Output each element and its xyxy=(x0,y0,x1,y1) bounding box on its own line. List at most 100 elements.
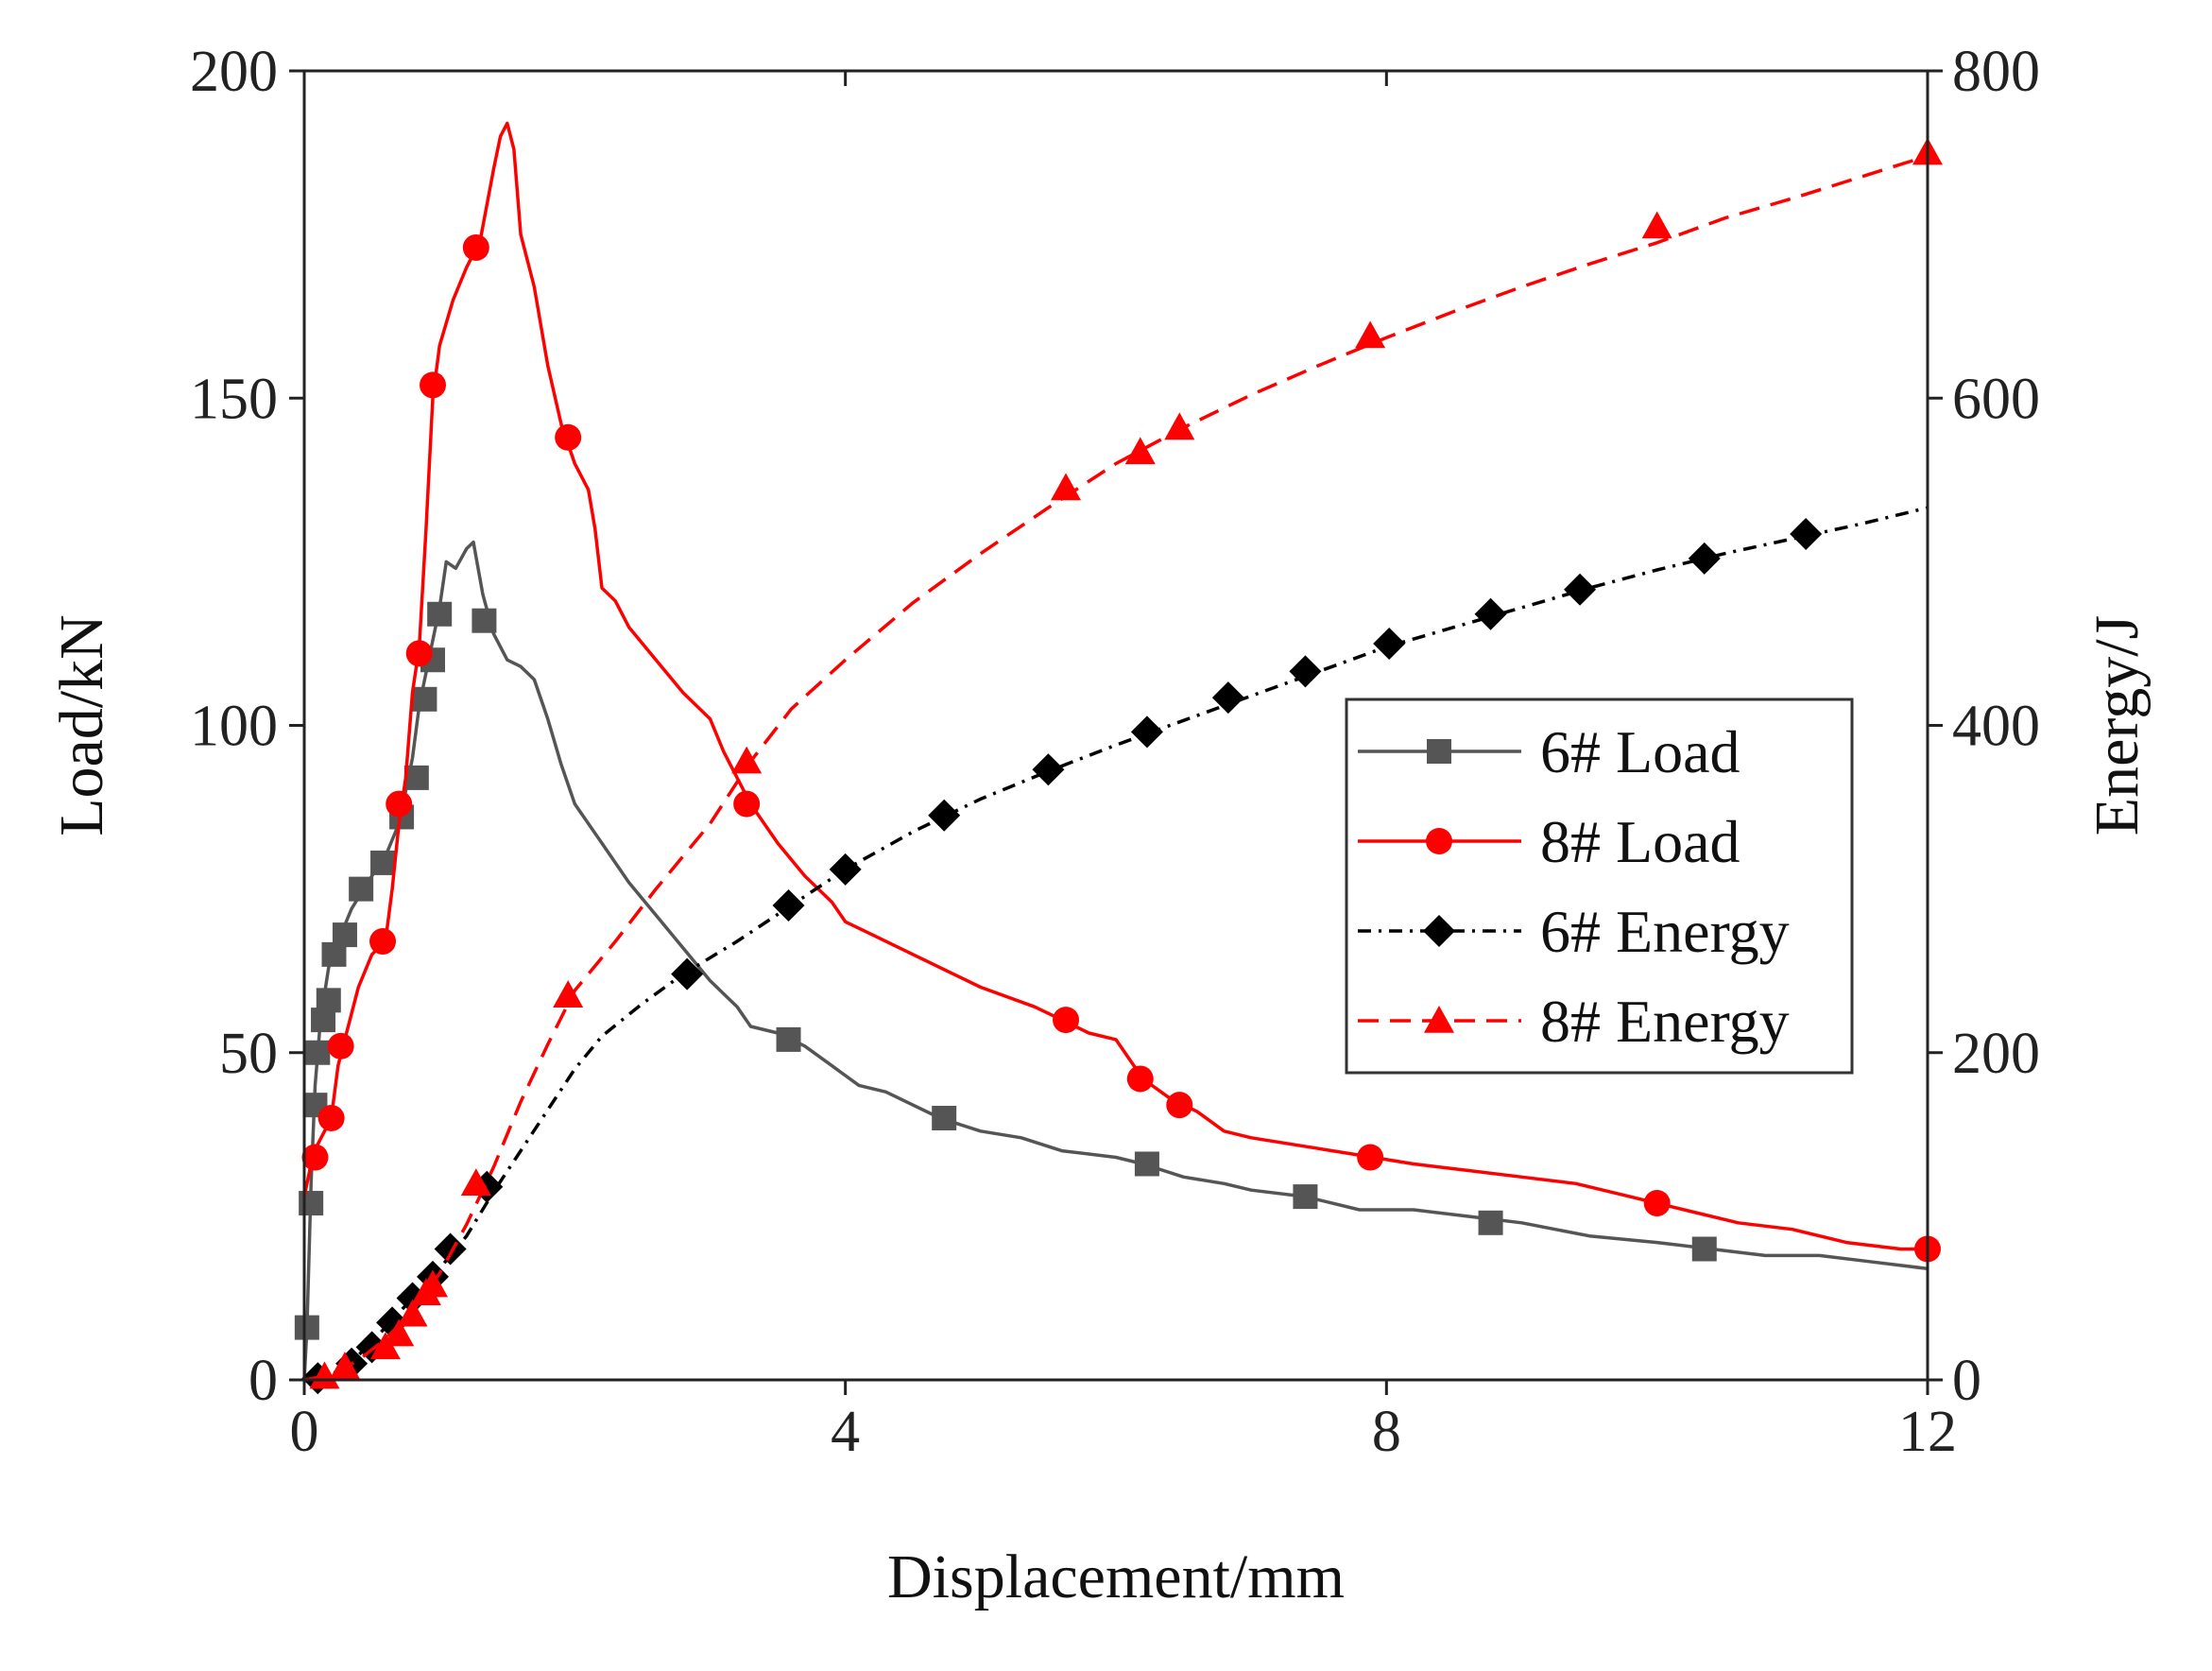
series-3-point-1 xyxy=(329,1352,360,1379)
series-3-point-8 xyxy=(553,980,584,1008)
y-left-tick-label-2: 100 xyxy=(190,695,278,759)
series-3-point-3 xyxy=(384,1318,415,1347)
series-2-point-6 xyxy=(434,1232,467,1266)
series-3-point-13 xyxy=(1355,320,1386,349)
series-2-point-20 xyxy=(1790,517,1823,550)
series-2-point-16 xyxy=(1373,627,1406,660)
series-3-point-12 xyxy=(1164,412,1195,440)
series-1-point-2 xyxy=(327,1032,354,1059)
series-0-point-5 xyxy=(316,988,341,1013)
series-1-point-5 xyxy=(405,640,433,667)
y-axis-right-title: Energy/J xyxy=(2083,615,2152,836)
series-3-point-4 xyxy=(397,1299,428,1327)
series-1-point-9 xyxy=(733,790,761,818)
legend-item-0: 6# Load xyxy=(1358,718,1740,785)
y-right-tick-label-2: 400 xyxy=(1952,695,2040,759)
legend-marker-0 xyxy=(1427,739,1451,764)
x-tick-label-0: 0 xyxy=(290,1400,319,1464)
y-right-tick-label-1: 200 xyxy=(1952,1022,2040,1086)
series-3-point-7 xyxy=(460,1168,491,1197)
series-2-point-17 xyxy=(1474,597,1507,630)
series-0-point-11 xyxy=(403,765,429,790)
series-0-point-16 xyxy=(776,1026,801,1052)
series-2-point-18 xyxy=(1564,573,1597,606)
series-3-point-10 xyxy=(1051,473,1082,501)
series-1-point-1 xyxy=(317,1105,345,1131)
series-1-point-6 xyxy=(420,371,447,399)
series-0-point-1 xyxy=(299,1191,324,1216)
series-3-point-6 xyxy=(418,1269,449,1298)
y-right-tick-label-3: 600 xyxy=(1952,367,2040,431)
series-line-1 xyxy=(302,121,1928,1251)
series-0-point-14 xyxy=(427,601,453,627)
y-axis-left-title: Load/kN xyxy=(47,614,116,836)
series-0 xyxy=(294,540,1929,1381)
series-0-point-12 xyxy=(412,686,437,712)
series-1-point-12 xyxy=(1166,1092,1193,1119)
series-0-point-8 xyxy=(349,876,374,902)
legend: 6# Load 8# Load 6# Energy 8# Energy xyxy=(1345,698,1854,1075)
series-2-point-13 xyxy=(1130,715,1163,749)
y-right-tick-label-4: 800 xyxy=(1952,40,2040,104)
series-0-point-19 xyxy=(1293,1184,1318,1210)
series-2-point-19 xyxy=(1688,542,1721,575)
series-2-point-14 xyxy=(1211,681,1244,715)
series-1-point-14 xyxy=(1643,1190,1671,1217)
series-0-point-0 xyxy=(294,1315,319,1340)
series-3-point-9 xyxy=(731,746,763,774)
legend-label-2: 6# Energy xyxy=(1540,898,1790,965)
y-axis-right: 0 200 400 600 800 xyxy=(1928,40,2040,1413)
x-axis: 0 4 8 12 xyxy=(290,71,1957,1464)
series-line-3 xyxy=(303,154,1929,1382)
series-2-point-7 xyxy=(471,1170,504,1203)
series-1-point-8 xyxy=(555,423,582,451)
legend-label-1: 8# Load xyxy=(1540,808,1740,875)
series-0-point-7 xyxy=(332,922,357,948)
series-layer xyxy=(294,121,1943,1395)
x-tick-label-2: 8 xyxy=(1372,1400,1401,1464)
legend-marker-1 xyxy=(1426,828,1452,854)
legend-item-2: 6# Energy xyxy=(1358,898,1790,965)
series-2-point-8 xyxy=(671,957,704,991)
series-1-point-3 xyxy=(369,928,397,956)
series-1-point-10 xyxy=(1053,1007,1080,1034)
series-0-point-3 xyxy=(305,1040,331,1065)
series-2-point-15 xyxy=(1289,655,1322,688)
legend-marker-3 xyxy=(1424,1006,1454,1033)
series-3-point-11 xyxy=(1124,437,1156,465)
series-1-point-7 xyxy=(462,233,489,261)
series-0-point-20 xyxy=(1478,1210,1503,1235)
legend-marker-2 xyxy=(1423,915,1455,947)
legend-item-1: 8# Load xyxy=(1358,808,1740,875)
legend-label-3: 8# Energy xyxy=(1540,988,1790,1055)
y-right-tick-label-0: 0 xyxy=(1952,1349,1981,1413)
series-3-point-14 xyxy=(1641,211,1672,239)
series-1-point-4 xyxy=(386,790,413,818)
y-axis-left: 0 50 100 150 200 xyxy=(190,40,304,1413)
series-0-point-9 xyxy=(370,850,396,875)
series-0-point-15 xyxy=(472,608,497,633)
series-2-point-12 xyxy=(1032,753,1065,786)
series-1-point-0 xyxy=(301,1144,329,1171)
x-tick-label-3: 12 xyxy=(1898,1400,1957,1464)
series-0-point-21 xyxy=(1691,1236,1717,1262)
series-2-point-11 xyxy=(928,799,961,832)
series-1 xyxy=(301,121,1941,1263)
y-left-tick-label-0: 0 xyxy=(249,1349,278,1413)
series-3 xyxy=(303,137,1943,1389)
x-tick-label-1: 4 xyxy=(831,1400,860,1464)
series-2-point-9 xyxy=(772,888,805,922)
legend-item-3: 8# Energy xyxy=(1358,988,1790,1055)
y-left-tick-label-4: 200 xyxy=(190,40,278,104)
series-3-point-0 xyxy=(309,1361,340,1389)
y-left-tick-label-1: 50 xyxy=(219,1022,278,1086)
y-left-tick-label-3: 150 xyxy=(190,367,278,431)
series-0-point-18 xyxy=(1134,1151,1159,1177)
series-0-point-17 xyxy=(932,1106,957,1130)
series-1-point-13 xyxy=(1357,1144,1384,1171)
series-2-point-10 xyxy=(829,853,862,886)
legend-label-0: 6# Load xyxy=(1540,718,1740,785)
series-1-point-11 xyxy=(1126,1065,1154,1093)
x-axis-title: Displacement/mm xyxy=(887,1542,1345,1611)
